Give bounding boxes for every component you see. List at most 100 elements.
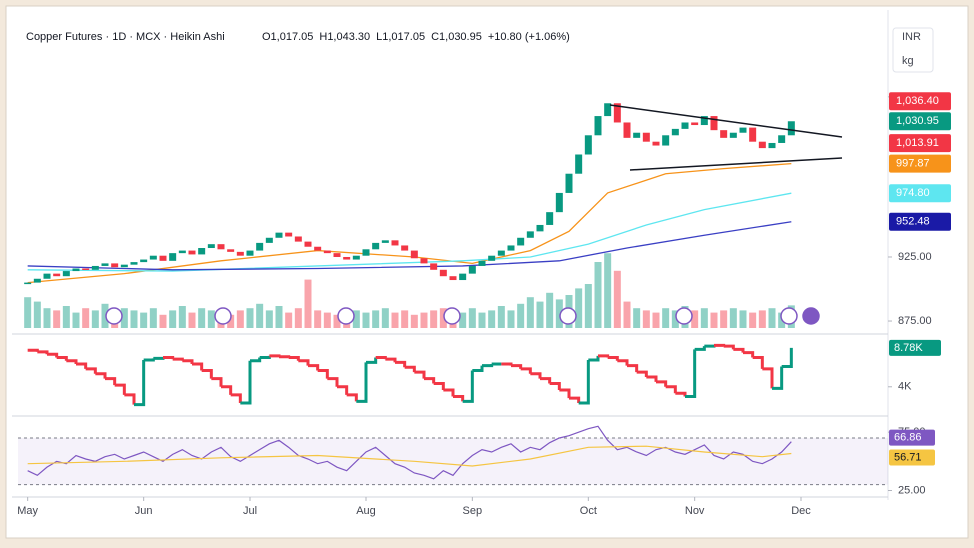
volume-bar: [710, 312, 718, 328]
candle-body: [43, 273, 51, 279]
candle-body: [758, 141, 766, 149]
trendline-lower: [629, 157, 843, 171]
volume-bar: [391, 312, 399, 328]
rsi-ma-line: [27, 445, 792, 467]
price-tag: [889, 212, 951, 231]
volume-bar: [198, 308, 206, 328]
event-icon[interactable]: [214, 307, 232, 325]
obv-step: [462, 370, 474, 403]
event-icon[interactable]: [675, 307, 693, 325]
candle-body: [710, 116, 718, 131]
volume-bar: [749, 312, 757, 328]
volume-bar: [729, 308, 737, 328]
volume-bar: [420, 312, 428, 328]
volume-bar: [430, 310, 438, 328]
obv-step: [153, 356, 165, 360]
obv-step: [723, 344, 735, 350]
candle-body: [449, 276, 457, 281]
obv-step: [124, 393, 136, 405]
obv-step: [607, 356, 619, 361]
event-icon[interactable]: [443, 307, 461, 325]
y-tick-label: 25.00: [898, 484, 926, 496]
volume-bar: [671, 310, 679, 328]
volume-bar: [149, 308, 157, 328]
obv-step: [143, 358, 155, 362]
candle-body: [198, 248, 206, 255]
event-icon[interactable]: [105, 307, 123, 325]
candle-body: [778, 135, 786, 143]
obv-step: [530, 372, 542, 379]
candle-body: [720, 130, 728, 138]
candle-body: [488, 255, 496, 261]
obv-step: [114, 383, 126, 395]
obv-step: [308, 364, 320, 371]
obv-step: [627, 364, 639, 373]
obv-step: [56, 356, 68, 361]
price-tag-label: 1,013.91: [896, 137, 939, 149]
obv-step: [540, 377, 552, 384]
ohlc-value: H1,043.30: [319, 31, 370, 43]
volume-bar: [130, 310, 138, 328]
obv-step: [636, 370, 648, 378]
volume-bar: [304, 279, 312, 328]
volume-bar: [488, 310, 496, 328]
volume-bar: [256, 303, 264, 328]
quantity-unit: kg: [902, 55, 914, 67]
candle-layer: [24, 103, 795, 285]
price-tag-label: 952.48: [896, 216, 930, 228]
volume-bar: [459, 312, 467, 328]
candle-body: [217, 244, 225, 250]
obv-tag-label: 8.78K: [894, 342, 923, 354]
rsi-tag: [889, 429, 935, 446]
obv-step: [656, 380, 668, 387]
volume-bar: [275, 306, 283, 328]
volume-bar: [43, 308, 51, 328]
event-icons: [105, 307, 820, 325]
event-icon[interactable]: [780, 307, 798, 325]
volume-bar: [285, 312, 293, 328]
candle-body: [391, 240, 399, 246]
rsi-tag-label: 66.86: [894, 432, 922, 444]
rsi-tag-label: 56.71: [894, 451, 922, 463]
volume-bar: [652, 312, 660, 328]
candle-body: [53, 273, 61, 277]
candle-body: [352, 255, 360, 260]
obv-step: [269, 354, 281, 358]
obv-step: [559, 388, 571, 399]
obv-step: [366, 357, 378, 364]
candle-body: [671, 128, 679, 136]
event-icon[interactable]: [802, 307, 820, 325]
candle-body: [459, 273, 467, 281]
volume-bar: [294, 308, 302, 328]
candle-body: [72, 268, 80, 272]
volume-bar: [372, 310, 380, 328]
volume-bar: [700, 308, 708, 328]
volume-bar: [758, 310, 766, 328]
obv-step: [76, 362, 88, 369]
candle-body: [497, 250, 505, 256]
candle-body: [401, 245, 409, 251]
volume-bar: [633, 308, 641, 328]
candle-body: [149, 255, 157, 260]
candle-body: [62, 271, 70, 277]
candle-body: [652, 141, 660, 146]
candle-body: [410, 250, 418, 259]
obv-step: [346, 393, 358, 402]
candle-body: [323, 250, 331, 254]
candle-body: [613, 103, 621, 123]
volume-bar: [159, 314, 167, 328]
volume-bar: [178, 306, 186, 328]
volume-bar: [439, 308, 447, 328]
candle-body: [82, 268, 90, 271]
obv-step: [578, 359, 590, 405]
candle-body: [169, 253, 177, 261]
event-icon[interactable]: [337, 307, 355, 325]
obv-step: [230, 393, 242, 404]
volume-bar: [691, 310, 699, 328]
change-value: +10.80 (+1.06%): [488, 31, 570, 43]
price-tag-label: 974.80: [896, 187, 930, 199]
candle-body: [227, 249, 235, 252]
obv-step: [472, 365, 484, 373]
event-icon[interactable]: [559, 307, 577, 325]
obv-step: [298, 359, 310, 366]
